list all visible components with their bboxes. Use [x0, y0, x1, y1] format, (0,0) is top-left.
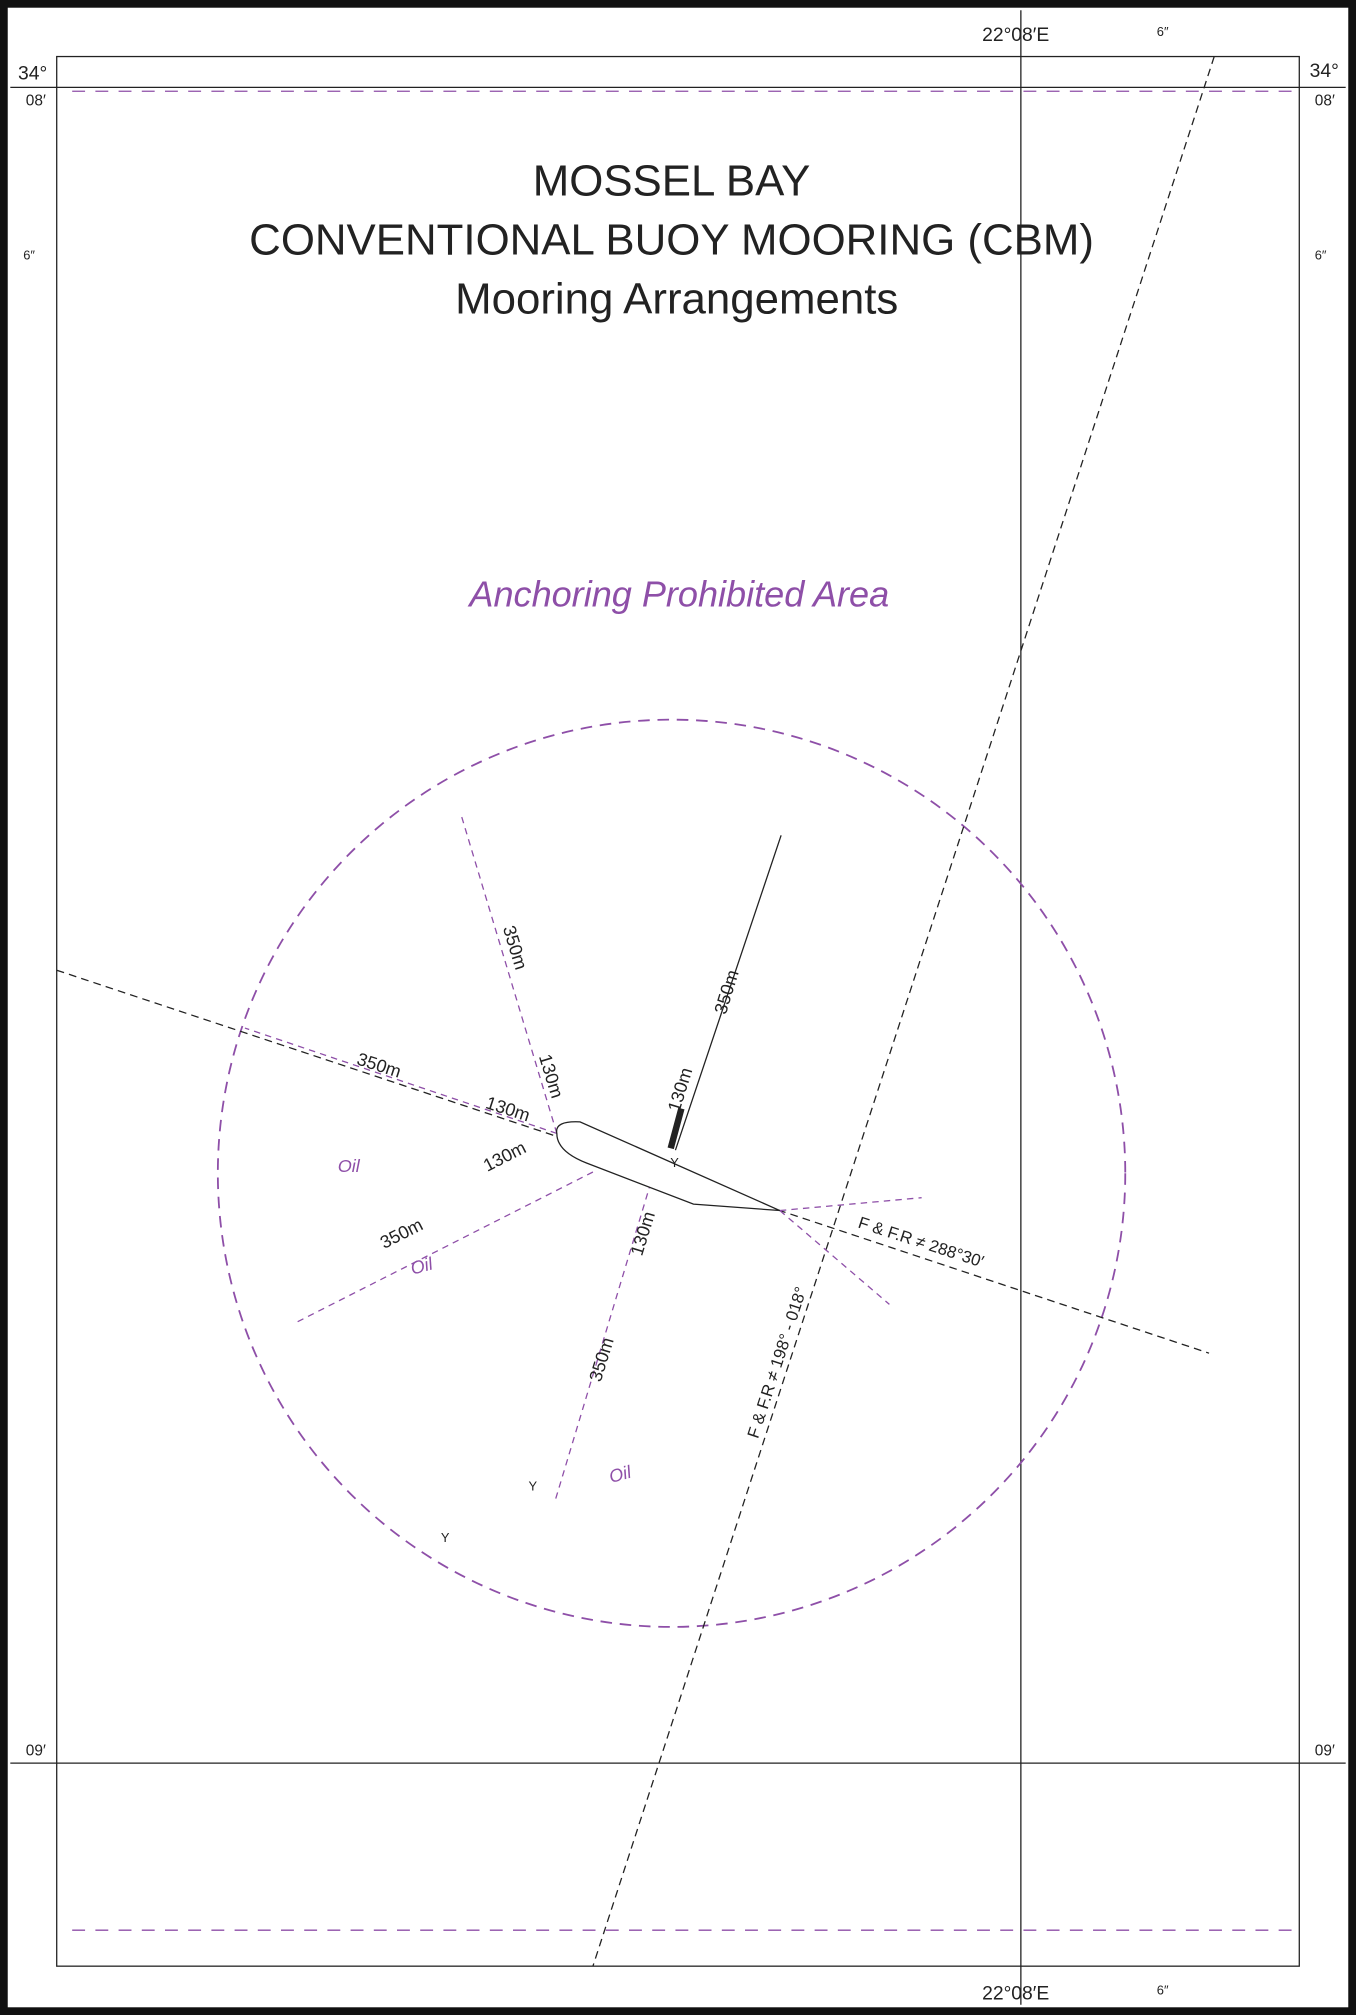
- pipeline-label: Oil: [408, 1253, 435, 1278]
- mooring-leg: [460, 815, 558, 1134]
- lat-label: 34°: [1310, 61, 1339, 82]
- title-3: Mooring Arrangements: [455, 275, 898, 324]
- leading-label: F & F.R ≠ 288°30′: [856, 1213, 986, 1271]
- distance: 130m: [483, 1093, 532, 1126]
- title-2: CONVENTIONAL BUOY MOORING (CBM): [249, 216, 1094, 265]
- sec-label: 6″: [1157, 1982, 1169, 1997]
- mooring-legs: [244, 815, 922, 1504]
- mooring-leg: [293, 1171, 594, 1325]
- pipeline-label: Oil: [338, 1156, 361, 1176]
- mooring-leg: [244, 1027, 558, 1135]
- mooring-leg: [779, 1210, 890, 1305]
- distance: 350m: [710, 968, 742, 1017]
- distance: 130m: [535, 1052, 567, 1101]
- mooring-leg: [779, 1197, 922, 1212]
- prohibited-area-boundary: [216, 718, 1127, 1628]
- distance: 350m: [377, 1214, 426, 1252]
- sec-label: 6″: [1157, 24, 1169, 39]
- buoy-letter: Y: [441, 1530, 450, 1545]
- sec-label: 6″: [1315, 248, 1327, 263]
- distance: 130m: [664, 1065, 696, 1114]
- distance: 350m: [585, 1335, 617, 1384]
- lat-label: 09′: [1315, 1742, 1335, 1759]
- area-label: Anchoring Prohibited Area: [467, 574, 889, 615]
- sec-label: 6″: [23, 248, 35, 263]
- hose-line: [674, 835, 782, 1151]
- pipeline-label: Oil: [607, 1462, 634, 1487]
- distance: 130m: [627, 1209, 659, 1258]
- lat-label: 08′: [26, 92, 46, 109]
- lon-label: 22°08′E: [982, 25, 1049, 46]
- buoy-letter: Y: [528, 1479, 537, 1494]
- tanker: [555, 1121, 781, 1212]
- distance: 350m: [499, 923, 531, 972]
- lat-label: 09′: [26, 1742, 46, 1759]
- buoy-letter: Y: [670, 1155, 679, 1170]
- hose: [667, 1107, 685, 1150]
- title-1: MOSSEL BAY: [533, 156, 811, 205]
- mooring-leg: [553, 1182, 652, 1504]
- neatline: [56, 55, 1300, 1967]
- lon-label: 22°08′E: [982, 1984, 1049, 2005]
- distance-labels: 350m 130m 350m 130m 130m 350m 130m 350m …: [355, 923, 743, 1384]
- leading-line: [592, 56, 1215, 1967]
- leading-label: F & F.R ≠ 198° - 018°: [744, 1284, 811, 1440]
- lat-label: 08′: [1315, 92, 1335, 109]
- distance: 130m: [480, 1137, 529, 1175]
- lat-label: 34°: [18, 64, 47, 85]
